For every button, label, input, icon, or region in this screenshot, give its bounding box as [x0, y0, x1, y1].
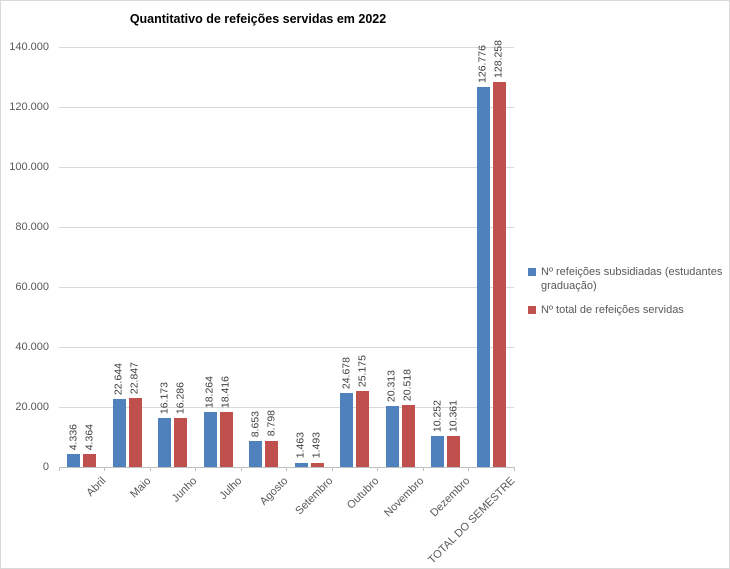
bar-series1-novembro[interactable]: 20.313 [385, 370, 399, 467]
bar-series2-agosto[interactable]: 8.798 [265, 410, 279, 467]
gridline [59, 407, 514, 408]
data-label: 4.364 [83, 423, 96, 450]
gridline [59, 347, 514, 348]
legend-label: Nº total de refeições servidas [541, 303, 684, 316]
bar-series2-setembro[interactable]: 1.493 [310, 432, 324, 467]
bar-group-outubro: 24.678 25.175 [332, 47, 378, 467]
bar-series2-abril[interactable]: 4.364 [83, 424, 97, 467]
data-label: 18.416 [219, 375, 232, 408]
data-label: 16.173 [158, 382, 171, 415]
y-axis-tick-label: 80.000 [15, 220, 49, 233]
chart-title: Quantitativo de refeições servidas em 20… [129, 12, 387, 26]
legend-item-subsidized[interactable]: Nº refeições subsidiadas (estudantes gra… [528, 265, 726, 294]
bar-group-setembro: 1.463 1.493 [287, 47, 333, 467]
legend: Nº refeições subsidiadas (estudantes gra… [528, 265, 726, 326]
bar-series1-julho[interactable]: 18.264 [203, 376, 217, 467]
bar-series2-outubro[interactable]: 25.175 [356, 355, 370, 467]
legend-swatch-blue [528, 268, 536, 276]
data-label: 128.258 [492, 40, 505, 79]
bar-group-agosto: 8.653 8.798 [241, 47, 287, 467]
x-axis-tick [58, 467, 60, 471]
gridline [59, 227, 514, 228]
x-axis-tick [286, 467, 287, 471]
bar-group-julho: 18.264 18.416 [196, 47, 242, 467]
bar-series1-total-do-semestre[interactable]: 126.776 [476, 45, 490, 467]
data-label: 24.678 [340, 356, 353, 389]
bar-group-abril: 4.336 4.364 [59, 47, 105, 467]
bar-group-dezembro: 10.252 10.361 [423, 47, 469, 467]
bar-series1-dezembro[interactable]: 10.252 [431, 400, 445, 467]
data-label: 10.361 [447, 399, 460, 432]
x-axis-label-abril: Abril [84, 475, 109, 500]
data-label: 8.653 [249, 410, 262, 438]
legend-swatch-red [528, 305, 536, 314]
data-label: 22.644 [112, 362, 125, 396]
bar-series1-junho[interactable]: 16.173 [158, 382, 172, 467]
bar-series1-setembro[interactable]: 1.463 [294, 432, 308, 467]
bar-group-maio: 22.644 22.847 [105, 47, 151, 467]
y-axis-tick-label: 0 [42, 460, 49, 473]
data-label: 22.847 [128, 362, 141, 395]
bar-group-total-do-semestre: 126.776 128.258 [469, 40, 515, 467]
bar-group-junho: 16.173 16.286 [150, 47, 196, 467]
bar-series2-julho[interactable]: 18.416 [219, 376, 233, 467]
data-label: 16.286 [174, 382, 187, 415]
data-label: 1.493 [310, 432, 323, 459]
data-label: 18.264 [203, 376, 216, 409]
bar-series1-agosto[interactable]: 8.653 [249, 411, 263, 467]
x-axis-tick [104, 467, 105, 471]
data-label: 1.463 [294, 432, 307, 459]
y-axis-tick-label: 120.000 [9, 100, 49, 113]
bar-series2-maio[interactable]: 22.847 [128, 362, 142, 467]
legend-label: Nº refeições subsidiadas (estudantes gra… [541, 266, 723, 293]
gridline [59, 47, 514, 48]
data-label: 126.776 [476, 44, 489, 83]
bar-series1-maio[interactable]: 22.644 [112, 363, 126, 467]
bar-series2-dezembro[interactable]: 10.361 [447, 400, 461, 467]
gridline [59, 287, 514, 288]
x-axis-tick [468, 467, 469, 471]
bar-group-novembro: 20.313 20.518 [378, 47, 424, 467]
data-label: 20.313 [385, 369, 398, 403]
y-axis-tick-label: 20.000 [15, 400, 49, 413]
x-axis-tick [377, 467, 378, 471]
bar-series1-outubro[interactable]: 24.678 [340, 357, 354, 467]
data-label: 25.175 [356, 355, 369, 388]
x-axis-tick [149, 467, 151, 471]
plot-area: 4.336 4.364 22.644 22.847 16.173 16.286 18.264… [58, 40, 515, 471]
gridline [59, 167, 514, 168]
x-axis-tick [422, 467, 424, 471]
y-axis-tick-label: 60.000 [15, 280, 49, 293]
x-axis-tick [513, 467, 515, 471]
data-label: 8.798 [265, 410, 278, 437]
x-axis-tick [240, 467, 242, 471]
bar-series2-junho[interactable]: 16.286 [174, 382, 188, 467]
y-axis-tick-label: 40.000 [15, 340, 49, 353]
y-axis-tick-label: 100.000 [9, 160, 49, 173]
legend-item-total[interactable]: Nº total de refeições servidas [528, 303, 726, 317]
data-label: 4.336 [67, 423, 80, 450]
x-axis-tick [331, 467, 333, 471]
bar-series2-novembro[interactable]: 20.518 [401, 369, 415, 467]
bar-series2-total-do-semestre[interactable]: 128.258 [492, 40, 506, 467]
data-label: 20.518 [401, 369, 414, 402]
gridline [59, 107, 514, 108]
bar-series1-abril[interactable]: 4.336 [67, 424, 81, 467]
x-axis-tick [195, 467, 196, 471]
y-axis-tick-label: 140.000 [9, 40, 49, 53]
data-label: 10.252 [431, 400, 444, 433]
